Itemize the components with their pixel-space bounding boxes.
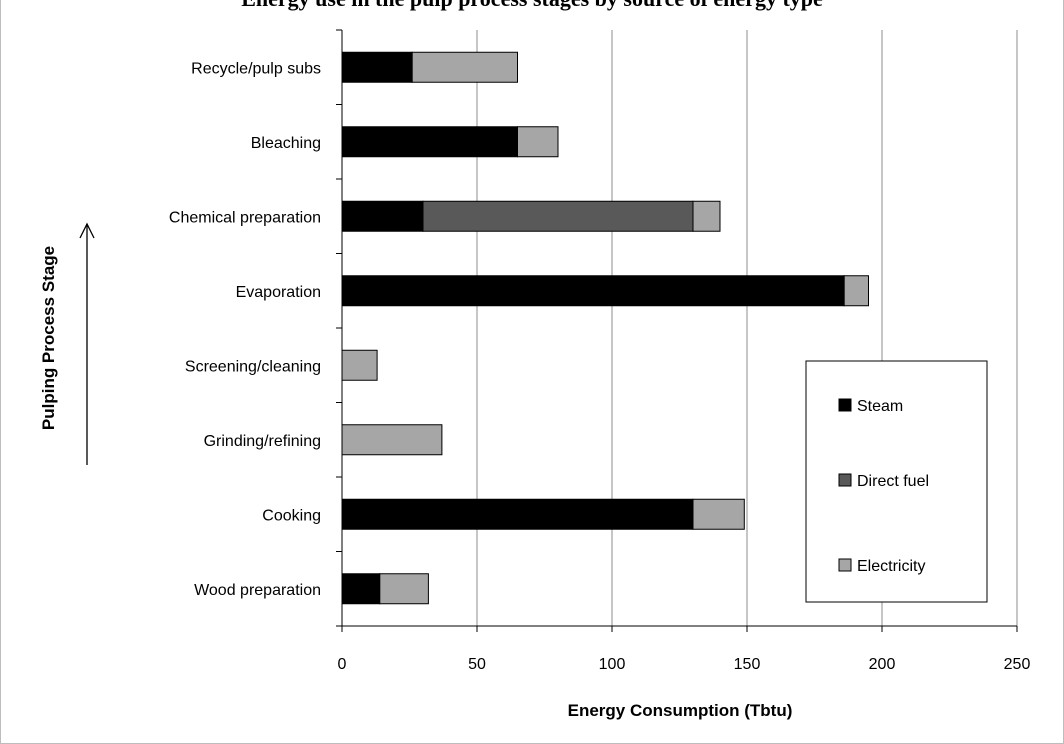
- bars: [341, 51, 870, 605]
- y-tick-label: Cooking: [262, 507, 321, 524]
- y-tick-label: Recycle/pulp subs: [191, 60, 321, 77]
- bar-segment-steam: [341, 498, 694, 530]
- y-axis-title: Pulping Process Stage: [39, 246, 58, 430]
- y-tick-label: Chemical preparation: [169, 209, 321, 226]
- bar-segment-steam: [341, 200, 424, 232]
- x-tick-label-200: 200: [869, 656, 896, 673]
- y-tick-label: Screening/cleaning: [185, 358, 321, 375]
- bar-segment-direct-fuel: [422, 200, 694, 232]
- bar-segment-steam: [341, 573, 381, 605]
- x-tick-label-150: 150: [734, 656, 761, 673]
- bar-segment-electricity: [517, 126, 559, 158]
- y-tick-label: Bleaching: [251, 135, 321, 152]
- legend-swatch-steam: [838, 398, 852, 412]
- bar-segment-electricity: [411, 51, 519, 83]
- x-tick-label-50: 50: [468, 656, 486, 673]
- bar-segment-steam: [341, 275, 845, 307]
- bar-segment-electricity: [692, 200, 721, 232]
- x-tick-label-100: 100: [599, 656, 626, 673]
- y-tick-label: Grinding/refining: [204, 433, 321, 450]
- y-axis-arrow: [79, 222, 95, 465]
- x-tick-label-250: 250: [1004, 656, 1031, 673]
- legend-label-direct-fuel: Direct fuel: [857, 473, 929, 490]
- y-tick-label: Evaporation: [236, 284, 321, 301]
- bar-segment-electricity: [341, 424, 443, 456]
- chart-title: Energy use in the pulp process stages by…: [1, 0, 1063, 12]
- bar-segment-steam: [341, 126, 518, 158]
- legend-swatch-direct-fuel: [838, 473, 852, 487]
- legend-label-electricity: Electricity: [857, 558, 925, 575]
- legend-swatch-electricity: [838, 558, 852, 572]
- legend-label-steam: Steam: [857, 398, 903, 415]
- bar-segment-steam: [341, 51, 413, 83]
- x-axis-title: Energy Consumption (Tbtu): [568, 701, 793, 720]
- bar-segment-electricity: [843, 275, 870, 307]
- bar-segment-electricity: [379, 573, 429, 605]
- x-tick-label-0: 0: [338, 656, 347, 673]
- legend: Steam Direct fuel Electricity: [805, 360, 988, 603]
- y-tick-label: Wood preparation: [194, 582, 321, 599]
- axes: 0 50 100 150 200 250 Recycle/pulp subs Bleachin…: [169, 29, 1031, 673]
- bar-segment-electricity: [692, 498, 745, 530]
- bar-segment-electricity: [341, 349, 378, 381]
- legend-box: [805, 360, 988, 603]
